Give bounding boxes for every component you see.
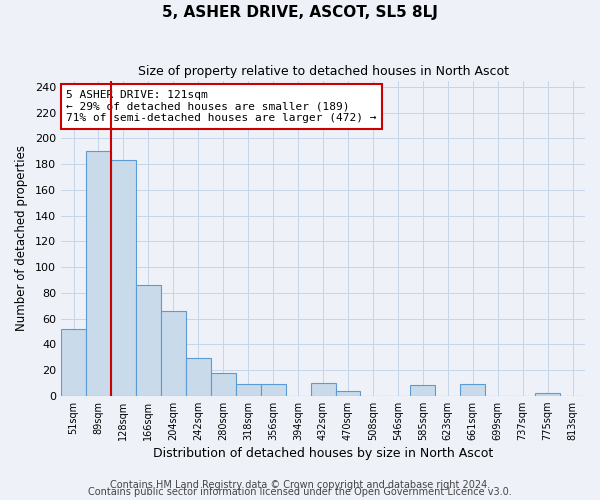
Bar [236,384,260,396]
Bar [311,383,335,396]
Bar [260,384,286,396]
Bar [111,160,136,396]
Bar [186,358,211,396]
Bar [535,393,560,396]
Text: 5 ASHER DRIVE: 121sqm
← 29% of detached houses are smaller (189)
71% of semi-det: 5 ASHER DRIVE: 121sqm ← 29% of detached … [66,90,377,123]
Text: 5, ASHER DRIVE, ASCOT, SL5 8LJ: 5, ASHER DRIVE, ASCOT, SL5 8LJ [162,5,438,20]
Bar [460,384,485,396]
Text: Contains public sector information licensed under the Open Government Licence v3: Contains public sector information licen… [88,487,512,497]
Bar [335,390,361,396]
Bar [161,311,186,396]
Bar [410,386,436,396]
Bar [211,372,236,396]
Bar [136,285,161,396]
X-axis label: Distribution of detached houses by size in North Ascot: Distribution of detached houses by size … [153,447,493,460]
Y-axis label: Number of detached properties: Number of detached properties [15,145,28,331]
Bar [86,152,111,396]
Bar [61,329,86,396]
Text: Contains HM Land Registry data © Crown copyright and database right 2024.: Contains HM Land Registry data © Crown c… [110,480,490,490]
Title: Size of property relative to detached houses in North Ascot: Size of property relative to detached ho… [137,65,509,78]
